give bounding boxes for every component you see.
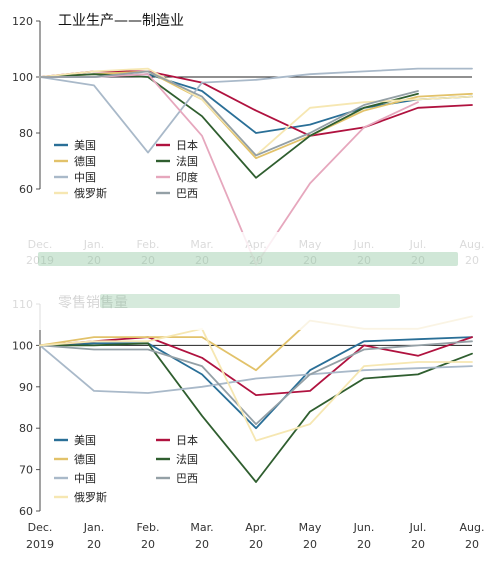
x-tick-label: May (299, 521, 322, 534)
x-tick-label: 2019 (26, 538, 54, 551)
y-tick-label: 70 (19, 464, 33, 477)
legend-label: 俄罗斯 (74, 187, 107, 200)
series-line (39, 327, 473, 442)
x-tick-label: Jul. (409, 521, 427, 534)
x-tick-label: Jan. (83, 521, 104, 534)
x-tick-label: Feb. (137, 521, 160, 534)
x-tick-label: 20 (357, 538, 371, 551)
series-line (39, 342, 473, 483)
watermark-bar (38, 252, 458, 266)
chart-title: 工业生产——制造业 (58, 13, 184, 29)
series-line (39, 340, 473, 425)
x-tick-label: 20 (303, 538, 317, 551)
x-tick-label: Apr. (245, 521, 267, 534)
series-line (39, 73, 473, 134)
y-tick-label: 90 (19, 381, 33, 394)
x-tick-label: 20 (465, 538, 479, 551)
watermark-overlay (0, 232, 499, 330)
x-tick-label: Aug. (460, 521, 485, 534)
legend-label: 法国 (176, 452, 198, 466)
series-line (39, 73, 419, 179)
x-tick-label: 20 (141, 538, 155, 551)
legend-label: 中国 (74, 472, 96, 485)
legend-label: 巴西 (176, 472, 198, 485)
series-line (39, 70, 473, 160)
series-line (39, 336, 473, 430)
series-line (39, 67, 473, 154)
x-tick-label: 20 (249, 538, 263, 551)
legend-label: 德国 (74, 452, 96, 466)
series-line (39, 336, 473, 396)
series-line (39, 344, 473, 394)
legend-label: 中国 (74, 171, 96, 184)
y-tick-label: 80 (19, 422, 33, 435)
legend-label: 巴西 (176, 187, 198, 200)
x-tick-label: 20 (411, 538, 425, 551)
legend-label: 法国 (176, 154, 198, 168)
series-line (39, 70, 473, 137)
legend-label: 美国 (74, 139, 96, 152)
legend-label: 美国 (74, 434, 96, 447)
chart-industrial-production: 6080100120工业生产——制造业Dec.2019Jan.20Feb.20M… (12, 13, 484, 267)
watermark-bar (100, 294, 400, 308)
x-tick-label: Dec. (28, 521, 53, 534)
x-tick-label: 20 (195, 538, 209, 551)
y-tick-label: 60 (19, 183, 33, 196)
chart-retail-sales: 60708090100110零售销售量Dec.2019Jan.20Feb.20M… (12, 295, 484, 551)
y-tick-label: 80 (19, 127, 33, 140)
legend-label: 日本 (176, 138, 198, 152)
y-tick-label: 60 (19, 505, 33, 518)
y-tick-label: 120 (12, 15, 33, 28)
legend-label: 俄罗斯 (74, 491, 107, 504)
y-tick-label: 100 (12, 71, 33, 84)
legend-label: 日本 (176, 433, 198, 447)
y-tick-label: 100 (12, 339, 33, 352)
x-tick-label: 20 (87, 538, 101, 551)
legend-label: 德国 (74, 154, 96, 168)
legend-label: 印度 (176, 170, 198, 184)
series-line (39, 70, 419, 157)
x-tick-label: Jun. (353, 521, 375, 534)
x-tick-label: Mar. (190, 521, 213, 534)
